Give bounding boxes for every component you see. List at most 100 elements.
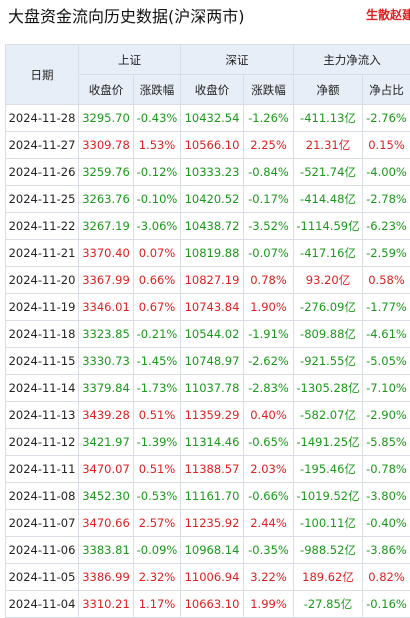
date-cell: 2024-11-14 [6, 375, 79, 402]
value-cell: 1.17% [134, 591, 181, 618]
value-cell: -195.46亿 [294, 456, 363, 483]
value-cell: -988.52亿 [294, 537, 363, 564]
value-cell: 2.32% [134, 564, 181, 591]
header-cell: 涨跌幅 [244, 75, 294, 105]
header-cell: 日期 [6, 45, 79, 105]
value-cell: -3.06% [134, 213, 181, 240]
value-cell: 3386.99 [79, 564, 134, 591]
date-cell: 2024-11-08 [6, 483, 79, 510]
value-cell: -7.10% [363, 375, 410, 402]
value-cell: -3.80% [363, 483, 410, 510]
value-cell: -3.52% [244, 213, 294, 240]
value-cell: 3323.85 [79, 321, 134, 348]
value-cell: -0.40% [363, 510, 410, 537]
date-cell: 2024-11-27 [6, 132, 79, 159]
value-cell: 3421.97 [79, 429, 134, 456]
value-cell: 3259.76 [79, 159, 134, 186]
header-row: 日期 上证 深证 主力净流入 [6, 45, 410, 75]
value-cell: -0.53% [134, 483, 181, 510]
value-cell: -809.88亿 [294, 321, 363, 348]
date-cell: 2024-11-19 [6, 294, 79, 321]
value-cell: 0.07% [134, 240, 181, 267]
value-cell: 2.03% [244, 456, 294, 483]
value-cell: 10827.19 [181, 267, 244, 294]
value-cell: 3310.21 [79, 591, 134, 618]
value-cell: 1.90% [244, 294, 294, 321]
date-cell: 2024-11-06 [6, 537, 79, 564]
header-cell: 深证 [181, 45, 294, 75]
value-cell: 21.31亿 [294, 132, 363, 159]
value-cell: 11314.46 [181, 429, 244, 456]
value-cell: 10333.23 [181, 159, 244, 186]
value-cell: -0.09% [134, 537, 181, 564]
date-cell: 2024-11-18 [6, 321, 79, 348]
value-cell: -3.86% [363, 537, 410, 564]
date-cell: 2024-11-25 [6, 186, 79, 213]
value-cell: -1305.28亿 [294, 375, 363, 402]
value-cell: -1.77% [363, 294, 410, 321]
value-cell: -582.07亿 [294, 402, 363, 429]
date-cell: 2024-11-20 [6, 267, 79, 294]
header-cell: 收盘价 [79, 75, 134, 105]
header-cell: 涨跌幅 [134, 75, 181, 105]
value-cell: -0.16% [363, 591, 410, 618]
value-cell: 10663.10 [181, 591, 244, 618]
value-cell: 0.66% [134, 267, 181, 294]
header-cell: 主力净流入 [294, 45, 410, 75]
value-cell: -5.85% [363, 429, 410, 456]
data-table: 日期 上证 深证 主力净流入 收盘价涨跌幅收盘价涨跌幅净额净占比 2024-11… [5, 44, 410, 618]
value-cell: -2.78% [363, 186, 410, 213]
header-cell: 收盘价 [181, 75, 244, 105]
value-cell: -276.09亿 [294, 294, 363, 321]
value-cell: 0.15% [363, 132, 410, 159]
value-cell: 10743.84 [181, 294, 244, 321]
brand: 生散赵建 [366, 6, 410, 23]
value-cell: 3309.78 [79, 132, 134, 159]
value-cell: 0.51% [134, 456, 181, 483]
value-cell: -2.76% [363, 105, 410, 132]
value-cell: -2.90% [363, 402, 410, 429]
value-cell: -414.48亿 [294, 186, 363, 213]
value-cell: -0.35% [244, 537, 294, 564]
value-cell: 3452.30 [79, 483, 134, 510]
value-cell: 2.57% [134, 510, 181, 537]
value-cell: 0.82% [363, 564, 410, 591]
value-cell: 3439.28 [79, 402, 134, 429]
value-cell: 10819.88 [181, 240, 244, 267]
value-cell: 3263.76 [79, 186, 134, 213]
value-cell: -1.45% [134, 348, 181, 375]
value-cell: 10968.14 [181, 537, 244, 564]
value-cell: 10566.10 [181, 132, 244, 159]
value-cell: 2.44% [244, 510, 294, 537]
value-cell: 10544.02 [181, 321, 244, 348]
date-cell: 2024-11-28 [6, 105, 79, 132]
value-cell: -521.74亿 [294, 159, 363, 186]
value-cell: -0.07% [244, 240, 294, 267]
value-cell: -411.13亿 [294, 105, 363, 132]
value-cell: -27.85亿 [294, 591, 363, 618]
header-cell: 净额 [294, 75, 363, 105]
value-cell: 11359.29 [181, 402, 244, 429]
value-cell: -2.59% [363, 240, 410, 267]
value-cell: 3367.99 [79, 267, 134, 294]
value-cell: 10420.52 [181, 186, 244, 213]
value-cell: 10432.54 [181, 105, 244, 132]
value-cell: 93.20亿 [294, 267, 363, 294]
value-cell: -5.05% [363, 348, 410, 375]
value-cell: 11161.70 [181, 483, 244, 510]
date-cell: 2024-11-21 [6, 240, 79, 267]
